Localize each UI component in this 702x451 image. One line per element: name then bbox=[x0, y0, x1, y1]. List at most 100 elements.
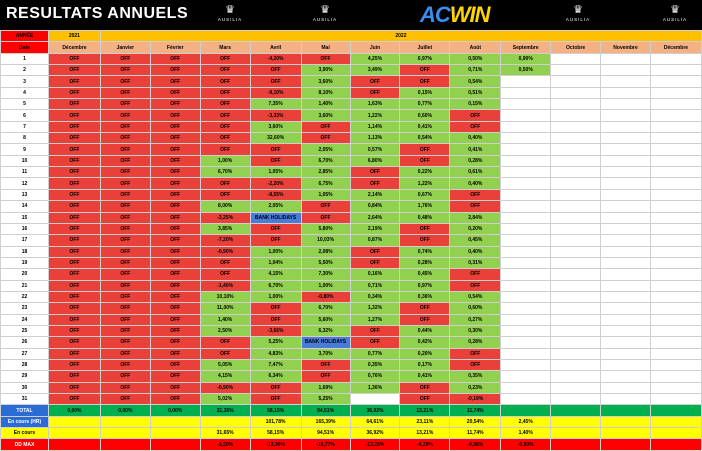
result-cell[interactable]: OFF bbox=[47, 154, 101, 168]
result-cell[interactable]: OFF bbox=[47, 222, 101, 236]
result-cell[interactable]: OFF bbox=[149, 188, 201, 202]
result-cell[interactable] bbox=[649, 52, 702, 66]
result-cell[interactable] bbox=[600, 52, 651, 66]
result-cell[interactable]: OFF bbox=[99, 86, 151, 100]
result-cell[interactable]: OFF bbox=[47, 392, 101, 406]
result-cell[interactable]: OFF bbox=[249, 64, 302, 77]
result-cell[interactable]: OFF bbox=[47, 143, 101, 156]
result-cell[interactable]: OFF bbox=[399, 75, 451, 88]
result-cell[interactable] bbox=[500, 188, 552, 202]
result-cell[interactable]: OFF bbox=[149, 75, 201, 88]
result-cell[interactable] bbox=[500, 211, 552, 224]
result-cell[interactable]: 0,16% bbox=[349, 268, 401, 281]
result-cell[interactable]: OFF bbox=[99, 222, 151, 236]
result-cell[interactable]: 0,23% bbox=[449, 381, 502, 395]
result-cell[interactable]: 6,34% bbox=[249, 370, 302, 383]
result-cell[interactable]: -0,80% bbox=[300, 290, 351, 304]
result-cell[interactable]: OFF bbox=[99, 392, 151, 406]
result-cell[interactable]: OFF bbox=[399, 234, 451, 247]
result-cell[interactable]: OFF bbox=[199, 120, 251, 134]
result-cell[interactable]: 1,27% bbox=[349, 313, 401, 326]
result-cell[interactable]: OFF bbox=[99, 256, 151, 270]
result-cell[interactable] bbox=[649, 358, 702, 372]
result-cell[interactable]: OFF bbox=[449, 109, 502, 122]
result-cell[interactable]: 1,36% bbox=[349, 381, 401, 395]
result-cell[interactable]: OFF bbox=[99, 143, 151, 156]
result-cell[interactable]: 5,25% bbox=[300, 392, 351, 406]
result-cell[interactable] bbox=[550, 75, 602, 88]
result-cell[interactable]: 0,50% bbox=[500, 64, 552, 77]
result-cell[interactable]: -0,19% bbox=[449, 392, 502, 406]
result-cell[interactable]: OFF bbox=[399, 302, 451, 315]
result-cell[interactable]: OFF bbox=[99, 75, 151, 88]
result-cell[interactable]: 1,14% bbox=[349, 120, 401, 134]
result-cell[interactable] bbox=[600, 279, 651, 292]
result-cell[interactable]: OFF bbox=[399, 143, 451, 156]
result-cell[interactable]: 0,50% bbox=[449, 52, 502, 66]
result-cell[interactable]: -7,20% bbox=[199, 234, 251, 247]
result-cell[interactable]: 0,20% bbox=[449, 222, 502, 236]
result-cell[interactable]: OFF bbox=[99, 120, 151, 134]
result-cell[interactable] bbox=[649, 75, 702, 88]
result-cell[interactable]: 0,28% bbox=[449, 154, 502, 168]
result-cell[interactable]: OFF bbox=[349, 75, 401, 88]
result-cell[interactable]: 7,47% bbox=[249, 358, 302, 372]
result-cell[interactable]: OFF bbox=[149, 234, 201, 247]
result-cell[interactable] bbox=[500, 109, 552, 122]
result-cell[interactable]: OFF bbox=[99, 64, 151, 77]
result-cell[interactable] bbox=[550, 290, 602, 304]
result-cell[interactable]: 1,32% bbox=[349, 302, 401, 315]
result-cell[interactable] bbox=[600, 358, 651, 372]
result-cell[interactable] bbox=[500, 268, 552, 281]
result-cell[interactable] bbox=[349, 392, 401, 406]
result-cell[interactable]: 1,63% bbox=[349, 98, 401, 111]
result-cell[interactable]: OFF bbox=[149, 143, 201, 156]
result-cell[interactable] bbox=[500, 245, 552, 258]
result-cell[interactable] bbox=[500, 392, 552, 406]
result-cell[interactable] bbox=[600, 392, 651, 406]
result-cell[interactable]: 0,51% bbox=[449, 86, 502, 100]
result-cell[interactable] bbox=[500, 86, 552, 100]
result-cell[interactable]: OFF bbox=[149, 336, 201, 349]
result-cell[interactable]: 6,70% bbox=[199, 166, 251, 179]
result-cell[interactable]: 5,60% bbox=[300, 313, 351, 326]
result-cell[interactable]: OFF bbox=[249, 154, 302, 168]
result-cell[interactable]: 2,05% bbox=[249, 200, 302, 213]
result-cell[interactable]: OFF bbox=[99, 381, 151, 395]
result-cell[interactable]: 0,84% bbox=[349, 200, 401, 213]
result-cell[interactable]: 0,40% bbox=[449, 245, 502, 258]
result-cell[interactable] bbox=[600, 64, 651, 77]
result-cell[interactable]: OFF bbox=[149, 347, 201, 360]
result-cell[interactable]: OFF bbox=[249, 392, 302, 406]
result-cell[interactable]: OFF bbox=[47, 177, 101, 190]
result-cell[interactable]: OFF bbox=[149, 268, 201, 281]
result-cell[interactable]: OFF bbox=[199, 64, 251, 77]
result-cell[interactable]: OFF bbox=[47, 98, 101, 111]
result-cell[interactable] bbox=[649, 245, 702, 258]
result-cell[interactable]: OFF bbox=[99, 200, 151, 213]
result-cell[interactable]: OFF bbox=[199, 177, 251, 190]
result-cell[interactable] bbox=[550, 143, 602, 156]
result-cell[interactable]: 7,35% bbox=[249, 98, 302, 111]
result-cell[interactable] bbox=[649, 370, 702, 383]
result-cell[interactable] bbox=[600, 86, 651, 100]
result-cell[interactable] bbox=[600, 336, 651, 349]
result-cell[interactable] bbox=[649, 290, 702, 304]
result-cell[interactable]: OFF bbox=[249, 222, 302, 236]
result-cell[interactable] bbox=[600, 154, 651, 168]
result-cell[interactable]: OFF bbox=[149, 200, 201, 213]
result-cell[interactable]: 0,17% bbox=[399, 358, 451, 372]
result-cell[interactable]: 10,10% bbox=[199, 290, 251, 304]
result-cell[interactable] bbox=[550, 302, 602, 315]
result-cell[interactable]: OFF bbox=[449, 347, 502, 360]
result-cell[interactable] bbox=[649, 336, 702, 349]
result-cell[interactable] bbox=[649, 86, 702, 100]
result-cell[interactable] bbox=[550, 268, 602, 281]
result-cell[interactable]: OFF bbox=[47, 132, 101, 145]
result-cell[interactable] bbox=[600, 177, 651, 190]
result-cell[interactable]: OFF bbox=[300, 132, 351, 145]
result-cell[interactable]: OFF bbox=[149, 324, 201, 338]
result-cell[interactable] bbox=[550, 211, 602, 224]
result-cell[interactable] bbox=[500, 132, 552, 145]
result-cell[interactable]: 6,80% bbox=[349, 154, 401, 168]
